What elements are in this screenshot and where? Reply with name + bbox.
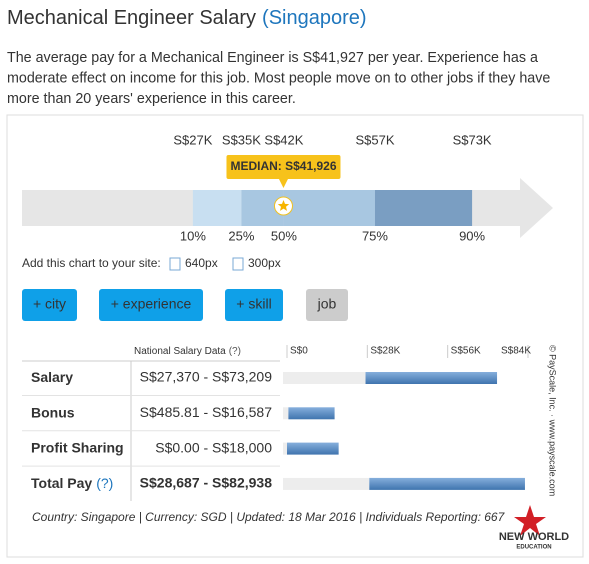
row-name: Bonus bbox=[31, 404, 75, 420]
row-name-text: Profit Sharing bbox=[31, 439, 124, 455]
range-bar bbox=[365, 372, 498, 384]
row-range: S$0.00 - S$18,000 bbox=[155, 439, 272, 455]
range-base bbox=[283, 442, 287, 455]
x-tick-label: S$84K bbox=[501, 346, 531, 357]
button-label: job bbox=[317, 296, 337, 312]
heading-text: National Salary Data bbox=[134, 346, 226, 357]
percentile-label: 50% bbox=[271, 228, 297, 243]
help-link[interactable]: (?) bbox=[96, 475, 113, 491]
x-tick-label: S$28K bbox=[370, 346, 400, 357]
footer: Country: Singapore | Currency: SGD | Upd… bbox=[32, 510, 506, 524]
summary-line: more than 20 years' experience in this c… bbox=[7, 91, 296, 107]
median-pointer bbox=[278, 178, 289, 188]
help-link[interactable]: (?) bbox=[229, 346, 241, 357]
embed-icon bbox=[169, 257, 181, 271]
row-name: Salary bbox=[31, 369, 73, 385]
embed-link[interactable]: 640px bbox=[185, 256, 218, 270]
x-tick-label: S$56K bbox=[451, 346, 481, 357]
x-tick-label: S$0 bbox=[290, 346, 308, 357]
percentile-segment bbox=[374, 190, 473, 226]
median-callout bbox=[226, 155, 341, 179]
value-label: S$73K bbox=[453, 132, 492, 147]
logo-line1: NEW WORLD bbox=[499, 531, 569, 543]
value-label: S$27K bbox=[173, 132, 212, 147]
range-base bbox=[283, 407, 289, 420]
button-label: + skill bbox=[236, 296, 271, 312]
arrow-head bbox=[520, 178, 553, 238]
filter-button[interactable] bbox=[99, 289, 203, 321]
percentile-label: 75% bbox=[362, 228, 388, 243]
watermark: © PayScale, Inc. · www.payscale.com bbox=[548, 345, 558, 496]
median-label: MEDIAN: S$41,926 bbox=[230, 159, 336, 173]
percentile-segment bbox=[283, 190, 375, 226]
location-link[interactable]: (Singapore) bbox=[262, 7, 367, 29]
summary-line: moderate effect on income for this job. … bbox=[7, 70, 550, 86]
title-text: Mechanical Engineer Salary bbox=[7, 7, 256, 29]
filter-button[interactable] bbox=[225, 289, 283, 321]
row-name-text: Bonus bbox=[31, 404, 75, 420]
percentile-label: 25% bbox=[228, 228, 254, 243]
embed-text: Add this chart to your site: bbox=[22, 256, 161, 270]
row-name-text: Salary bbox=[31, 369, 73, 385]
filter-button bbox=[306, 289, 348, 321]
filter-button[interactable] bbox=[22, 289, 77, 321]
range-heading: National Salary Data (?) bbox=[134, 346, 241, 357]
row-name-text: Total Pay bbox=[31, 475, 92, 491]
median-star bbox=[277, 200, 290, 211]
summary-line: The average pay for a Mechanical Enginee… bbox=[7, 50, 538, 66]
range-bar bbox=[369, 477, 525, 490]
title: Mechanical Engineer Salary (Singapore) bbox=[7, 7, 367, 29]
range-base bbox=[283, 372, 366, 384]
row-range: S$28,687 - S$82,938 bbox=[140, 475, 273, 491]
embed-link[interactable]: 300px bbox=[248, 256, 281, 270]
range-bar bbox=[288, 407, 335, 420]
value-label: S$57K bbox=[355, 132, 394, 147]
percentile-label: 10% bbox=[180, 228, 206, 243]
range-bar bbox=[287, 442, 339, 455]
row-range: S$27,370 - S$73,209 bbox=[140, 369, 273, 385]
button-label: + city bbox=[33, 296, 66, 312]
percentile-segment bbox=[192, 190, 242, 226]
percentile-label: 90% bbox=[459, 228, 485, 243]
value-label: S$35K bbox=[222, 132, 261, 147]
logo-star bbox=[514, 505, 546, 536]
row-range: S$485.81 - S$16,587 bbox=[140, 404, 273, 420]
embed-icon bbox=[232, 257, 244, 271]
row-name: Total Pay (?) bbox=[31, 475, 113, 491]
button-label: + experience bbox=[111, 296, 192, 312]
card bbox=[6, 114, 584, 558]
value-label: S$42K bbox=[264, 132, 303, 147]
logo-line2: EDUCATION bbox=[516, 545, 551, 551]
range-base bbox=[283, 477, 370, 490]
row-name: Profit Sharing bbox=[31, 439, 124, 455]
